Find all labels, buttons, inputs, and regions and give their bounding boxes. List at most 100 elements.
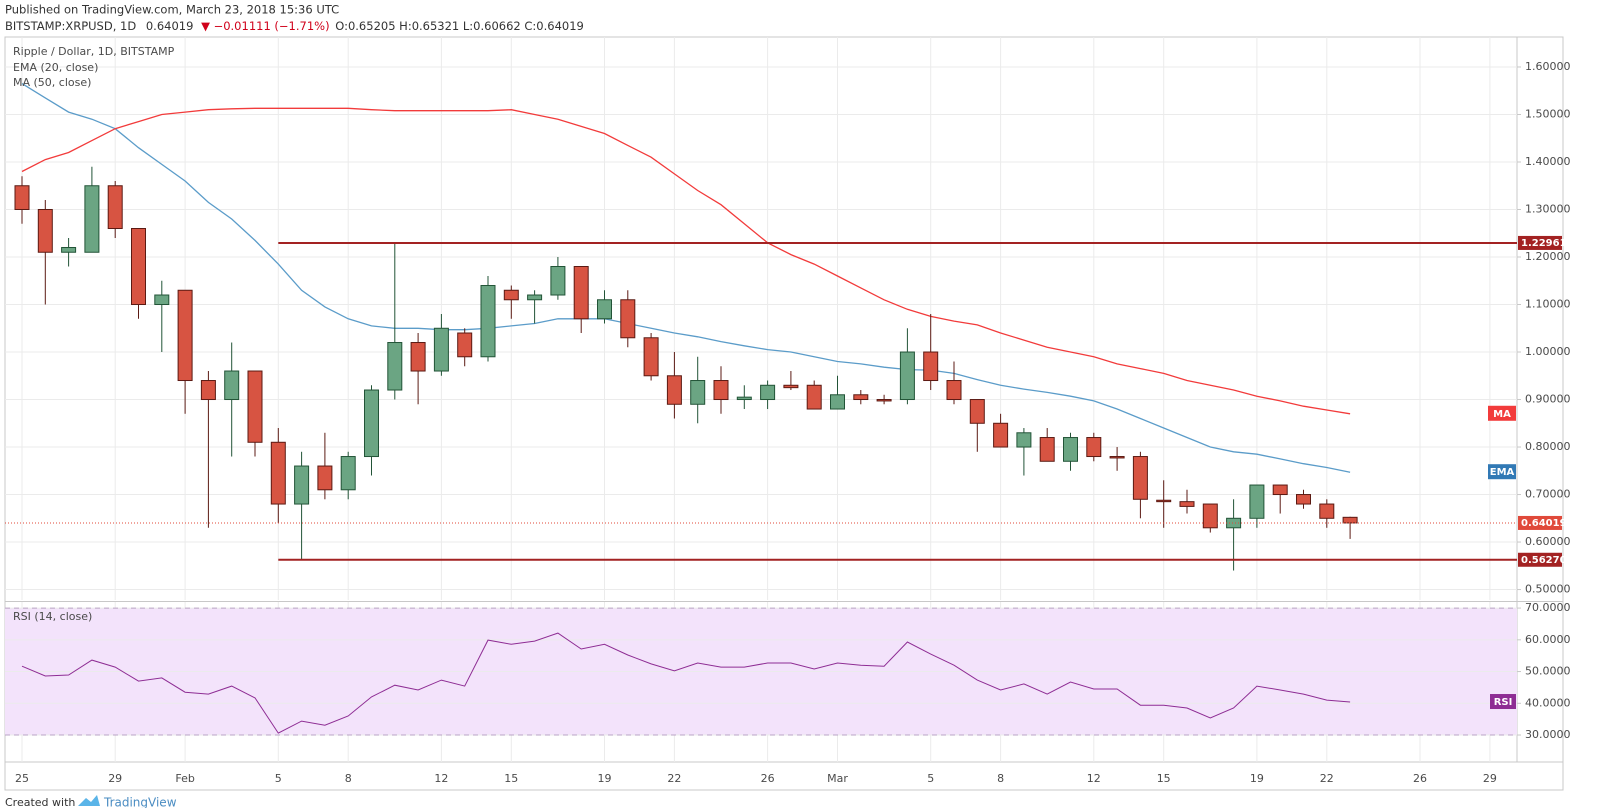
candle-body xyxy=(317,465,333,491)
y-tick-label: 1.20000 xyxy=(1525,250,1571,263)
candle-body xyxy=(480,285,496,358)
x-tick-label: 19 xyxy=(598,772,612,785)
last-price-label: 0.64019 xyxy=(1521,518,1567,529)
candle-body xyxy=(1132,456,1148,500)
legend-entry: MA (50, close) xyxy=(13,76,91,89)
x-tick-label: 29 xyxy=(1483,772,1497,785)
y-tick-label: 1.60000 xyxy=(1525,60,1571,73)
candle-body xyxy=(84,185,100,253)
y-tick-label: 0.80000 xyxy=(1525,440,1571,453)
rsi-tag-bg xyxy=(1490,694,1516,710)
overlay-line xyxy=(21,83,1351,473)
y-tick-label: 1.00000 xyxy=(1525,345,1571,358)
candle-body xyxy=(1156,499,1172,503)
header-line: BITSTAMP:XRPUSD, 1D 0.64019 ▼ −0.01111 (… xyxy=(5,19,584,33)
candle-body xyxy=(876,399,892,402)
candle-body xyxy=(1063,437,1078,462)
ohlc: O:0.65205 H:0.65321 L:0.60662 C:0.64019 xyxy=(335,19,584,33)
candle-body xyxy=(643,337,659,377)
candle-body xyxy=(620,299,636,339)
candle-body xyxy=(387,342,403,391)
pane-title: RSI (14, close) xyxy=(13,610,92,623)
y-tick-label: 0.90000 xyxy=(1525,393,1571,406)
candle-body xyxy=(690,380,706,405)
candle-body xyxy=(154,294,170,306)
x-tick-label: 15 xyxy=(1157,772,1171,785)
y-tick-label: 50.0000 xyxy=(1525,665,1571,678)
candle-body xyxy=(457,332,473,358)
candle-body xyxy=(806,384,822,410)
candle-body xyxy=(993,422,1009,448)
candle-body xyxy=(224,370,240,401)
candle-body xyxy=(1296,494,1311,505)
x-tick-label: Feb xyxy=(175,772,194,785)
published-note: Published on TradingView.com, March 23, … xyxy=(5,3,339,17)
candle-body xyxy=(899,351,915,401)
candle-body xyxy=(853,394,869,401)
candle-body xyxy=(1179,501,1195,507)
x-tick-label: Mar xyxy=(827,772,848,785)
candle-body xyxy=(1016,432,1032,448)
y-tick-label: 1.40000 xyxy=(1525,155,1571,168)
candle-body xyxy=(364,389,379,458)
y-tick-label: 0.50000 xyxy=(1525,583,1571,596)
candle-body xyxy=(1086,437,1102,458)
candle-body xyxy=(37,208,53,253)
level-label-bg xyxy=(1518,552,1562,567)
symbol: BITSTAMP:XRPUSD, 1D xyxy=(5,19,136,33)
candle-body xyxy=(923,351,939,382)
x-tick-label: 5 xyxy=(927,772,934,785)
candle-body xyxy=(946,380,962,401)
chart-title: Ripple / Dollar, 1D, BITSTAMP xyxy=(13,45,175,58)
overlay-tag: EMA xyxy=(1490,467,1515,478)
candle-body xyxy=(830,394,845,410)
candle-body xyxy=(760,384,776,401)
legend-entry: EMA (20, close) xyxy=(13,61,98,74)
overlay-tag-bg xyxy=(1488,405,1516,421)
candle-body xyxy=(527,294,543,301)
rsi-line xyxy=(21,632,1351,734)
last-price-label-bg xyxy=(1518,515,1562,530)
y-tick-label: 1.10000 xyxy=(1525,298,1571,311)
level-label: 1.22961 xyxy=(1521,238,1567,249)
candle-body xyxy=(247,370,263,443)
x-tick-label: 29 xyxy=(108,772,122,785)
brand-logo xyxy=(78,795,100,806)
x-tick-label: 5 xyxy=(275,772,282,785)
x-tick-label: 12 xyxy=(1087,772,1101,785)
overlay-tag-bg xyxy=(1488,464,1516,480)
x-tick-label: 19 xyxy=(1250,772,1264,785)
x-tick-label: 22 xyxy=(667,772,681,785)
change: ▼ −0.01111 (−1.71%) xyxy=(201,19,330,33)
y-tick-label: 70.0000 xyxy=(1525,601,1571,614)
candle-body xyxy=(1249,484,1265,519)
x-tick-label: 26 xyxy=(761,772,775,785)
candle-body xyxy=(131,228,146,306)
rsi-tag: RSI xyxy=(1494,697,1513,708)
overlay-line xyxy=(21,107,1351,415)
y-tick-label: 60.0000 xyxy=(1525,633,1571,646)
candle-body xyxy=(550,266,566,296)
brand[interactable]: TradingView xyxy=(103,796,177,808)
candle-body xyxy=(294,465,310,505)
level-label: 0.56270 xyxy=(1521,555,1567,566)
candle-body xyxy=(783,384,799,389)
candle-body xyxy=(433,327,449,372)
x-tick-label: 8 xyxy=(997,772,1004,785)
candle-body xyxy=(107,185,123,230)
candle-body xyxy=(177,289,193,382)
x-tick-label: 26 xyxy=(1413,772,1427,785)
candle-body xyxy=(61,247,77,253)
candle-body xyxy=(340,456,356,491)
created-with: Created with xyxy=(5,796,75,808)
candle-body xyxy=(410,342,426,372)
candle-body xyxy=(736,396,752,401)
candle-body xyxy=(597,299,612,320)
candle-body xyxy=(573,266,589,320)
overlay-tag: MA xyxy=(1493,409,1511,420)
y-tick-label: 0.60000 xyxy=(1525,535,1571,548)
candle-body xyxy=(1109,456,1125,459)
candle-body xyxy=(1319,503,1335,519)
candle-body xyxy=(1272,484,1288,496)
